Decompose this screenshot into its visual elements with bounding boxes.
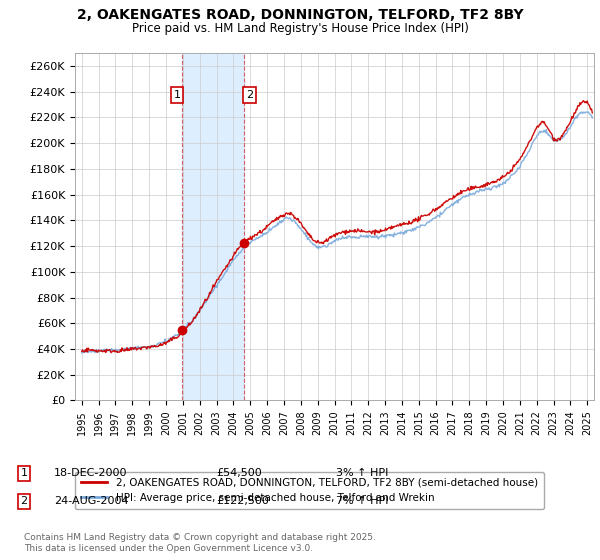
Bar [182,53,244,400]
Legend: 2, OAKENGATES ROAD, DONNINGTON, TELFORD, TF2 8BY (semi-detached house), HPI: Ave: 2, OAKENGATES ROAD, DONNINGTON, TELFORD,… [75,472,544,509]
Text: 2, OAKENGATES ROAD, DONNINGTON, TELFORD, TF2 8BY: 2, OAKENGATES ROAD, DONNINGTON, TELFORD,… [77,8,523,22]
Text: Contains HM Land Registry data © Crown copyright and database right 2025.
This d: Contains HM Land Registry data © Crown c… [24,534,376,553]
Text: 24-AUG-2004: 24-AUG-2004 [54,496,128,506]
Text: Price paid vs. HM Land Registry's House Price Index (HPI): Price paid vs. HM Land Registry's House … [131,22,469,35]
Text: 1: 1 [173,90,181,100]
Text: 18-DEC-2000: 18-DEC-2000 [54,468,128,478]
Text: 3% ↑ HPI: 3% ↑ HPI [336,468,388,478]
Text: 2: 2 [245,90,253,100]
Text: 1: 1 [20,468,28,478]
Text: £122,500: £122,500 [216,496,269,506]
Text: 7% ↑ HPI: 7% ↑ HPI [336,496,389,506]
Text: £54,500: £54,500 [216,468,262,478]
Text: 2: 2 [20,496,28,506]
